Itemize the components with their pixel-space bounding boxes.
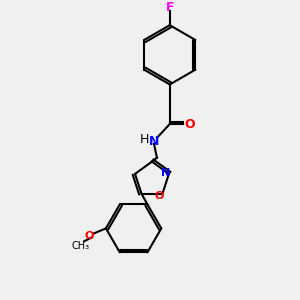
Text: F: F bbox=[166, 1, 174, 14]
Text: O: O bbox=[184, 118, 195, 130]
Text: O: O bbox=[155, 191, 164, 201]
Text: CH₃: CH₃ bbox=[71, 241, 89, 251]
Text: N: N bbox=[149, 135, 159, 148]
Text: O: O bbox=[84, 231, 94, 241]
Text: H: H bbox=[140, 133, 149, 146]
Text: N: N bbox=[161, 168, 171, 178]
